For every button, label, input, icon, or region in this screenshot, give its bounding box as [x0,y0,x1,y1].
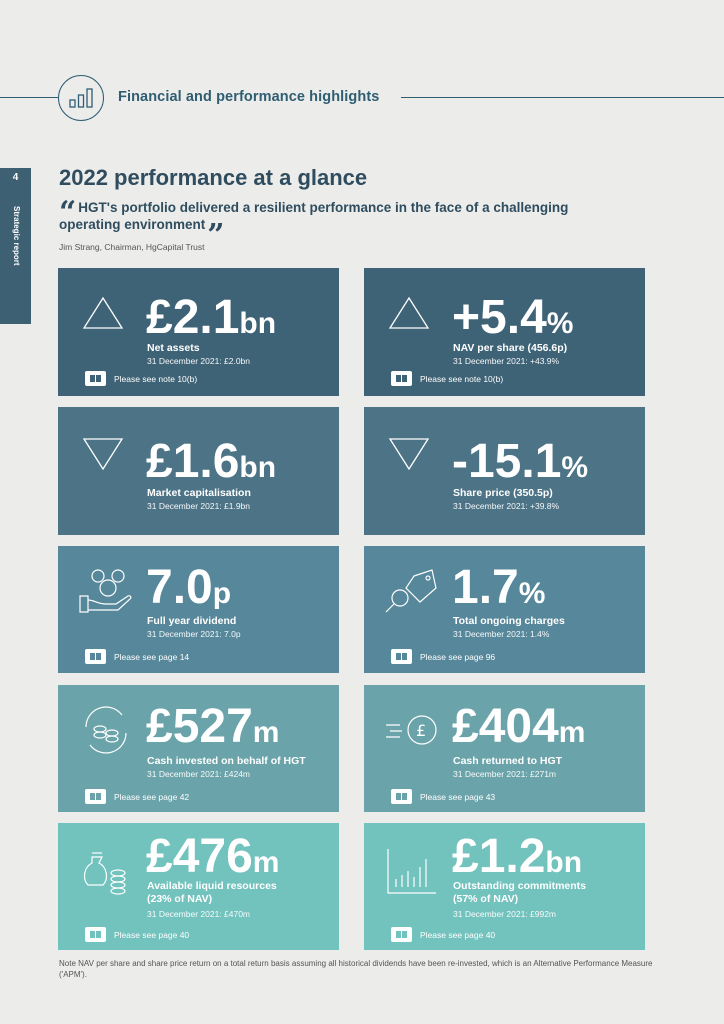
market-cap-value: £1.6bn [146,435,277,488]
nav-value: +5.4% [452,291,574,344]
commitments-note[interactable]: Please see page 40 [391,927,495,942]
price-tag-icon [384,566,437,616]
card-market-cap: £1.6bn Market capitalisation 31 December… [58,407,339,535]
svg-text:£: £ [416,721,426,740]
triangle-down-icon [384,427,434,477]
book-icon [391,371,412,386]
net-assets-value: £2.1bn [146,291,277,344]
header-rule-left [0,97,58,98]
card-dividend: 7.0p Full year dividend 31 December 2021… [58,546,339,673]
net-assets-note[interactable]: Please see note 10(b) [85,371,197,386]
book-icon [85,371,106,386]
net-assets-label: Net assets [147,342,200,354]
card-cash-returned: £ £404m Cash returned to HGT 31 December… [364,685,645,812]
triangle-down-icon [78,427,128,477]
card-commitments: £1.2bn Outstanding commitments (57% of NA… [364,823,645,950]
commitments-prior: 31 December 2021: £992m [453,909,557,919]
nav-label: NAV per share (456.6p) [453,342,568,354]
net-assets-prior: 31 December 2021: £2.0bn [147,356,251,366]
bar-chart-icon [58,75,104,121]
coins-hand-icon [78,566,132,616]
dividend-prior: 31 December 2021: 7.0p [147,629,241,639]
close-quote-icon: ” [207,218,225,253]
liquid-label: Available liquid resources (23% of NAV) [147,880,277,905]
ongoing-prior: 31 December 2021: 1.4% [453,629,550,639]
book-icon [391,649,412,664]
cash-returned-value: £404m [452,700,586,753]
bar-graph-icon [384,843,436,894]
book-icon [85,927,106,942]
dividend-note[interactable]: Please see page 14 [85,649,189,664]
share-price-label: Share price (350.5p) [453,487,553,499]
market-cap-prior: 31 December 2021: £1.9bn [147,501,251,511]
commitments-value: £1.2bn [452,830,583,883]
page-title: 2022 performance at a glance [59,165,368,190]
book-icon [391,927,412,942]
card-share-price: -15.1% Share price (350.5p) 31 December … [364,407,645,535]
side-label: Strategic report [12,206,21,266]
pound-speed-icon: £ [384,705,437,755]
chairman-quote: “HGT's portfolio delivered a resilient p… [59,198,629,251]
header-rule-right [401,97,724,98]
dividend-label: Full year dividend [147,615,237,627]
cash-invested-prior: 31 December 2021: £424m [147,769,251,779]
card-liquid-resources: £476m Available liquid resources (23% of … [58,823,339,950]
cash-returned-note[interactable]: Please see page 43 [391,789,495,804]
market-cap-label: Market capitalisation [147,487,251,499]
liquid-value: £476m [146,830,280,883]
book-icon [85,649,106,664]
card-nav-per-share: +5.4% NAV per share (456.6p) 31 December… [364,268,645,396]
nav-prior: 31 December 2021: +43.9% [453,356,560,366]
money-bag-icon [78,843,128,895]
triangle-up-icon [384,288,434,338]
quote-attribution: Jim Strang, Chairman, HgCapital Trust [59,242,205,252]
cash-returned-label: Cash returned to HGT [453,755,563,767]
liquid-prior: 31 December 2021: £470m [147,909,251,919]
cash-invested-label: Cash invested on behalf of HGT [147,755,306,767]
page-number: 4 [12,172,19,183]
book-icon [391,789,412,804]
open-quote-icon: “ [59,195,77,230]
liquid-note[interactable]: Please see page 40 [85,927,189,942]
ongoing-label: Total ongoing charges [453,615,565,627]
cash-invested-value: £527m [146,700,280,753]
nav-note[interactable]: Please see note 10(b) [391,371,503,386]
dividend-value: 7.0p [146,561,232,614]
footnote: Note NAV per share and share price retur… [59,959,653,979]
card-net-assets: £2.1bn Net assets 31 December 2021: £2.0… [58,268,339,396]
ongoing-value: 1.7% [452,561,546,614]
share-price-prior: 31 December 2021: +39.8% [453,501,560,511]
cash-invested-note[interactable]: Please see page 42 [85,789,189,804]
coin-cycle-icon [78,705,128,755]
ongoing-note[interactable]: Please see page 96 [391,649,495,664]
share-price-value: -15.1% [452,435,589,488]
triangle-up-icon [78,288,128,338]
section-title: Financial and performance highlights [118,89,380,105]
side-tab [0,168,31,324]
commitments-label: Outstanding commitments (57% of NAV) [453,880,587,905]
card-cash-invested: £527m Cash invested on behalf of HGT 31 … [58,685,339,812]
card-ongoing-charges: 1.7% Total ongoing charges 31 December 2… [364,546,645,673]
book-icon [85,789,106,804]
quote-text: HGT's portfolio delivered a resilient pe… [59,200,569,232]
cash-returned-prior: 31 December 2021: £271m [453,769,557,779]
